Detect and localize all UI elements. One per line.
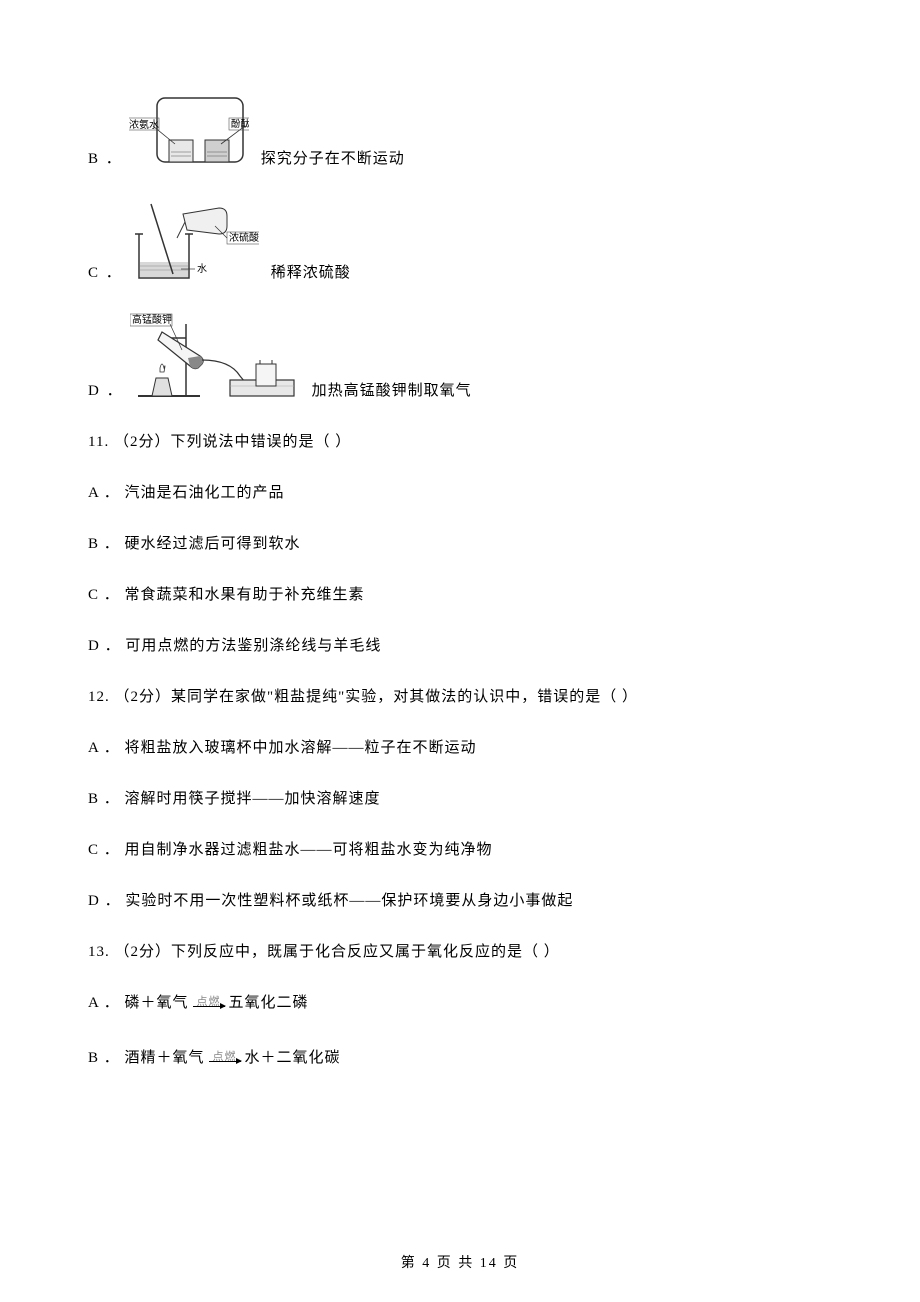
diagram-c-label-acid: 浓硫酸 (229, 231, 259, 244)
q11-option-b: B ． 硬水经过滤后可得到软水 (88, 532, 832, 553)
option-c-text: 稀释浓硫酸 (271, 261, 351, 282)
q12-option-c: C ． 用自制净水器过滤粗盐水——可将粗盐水变为纯净物 (88, 838, 832, 859)
q12-option-d: D ． 实验时不用一次性塑料杯或纸杯——保护环境要从身边小事做起 (88, 889, 832, 910)
option-d-block: D ． 高锰酸钾 (88, 310, 832, 400)
q11-option-a: A ． 汽油是石油化工的产品 (88, 481, 832, 502)
diagram-d-svg: 高锰酸钾 (130, 310, 300, 400)
option-c-diagram: 浓硫酸 水 (129, 196, 259, 282)
reaction-arrow-icon: 点燃 (209, 1052, 241, 1062)
q13-a-suffix: 五氧化二磷 (229, 991, 309, 1012)
svg-text:酚酞溶液: 酚酞溶液 (231, 118, 249, 130)
diagram-d-label-chem: 高锰酸钾 (132, 313, 172, 326)
q11-stem: 11. （2分）下列说法中错误的是（ ） (88, 430, 832, 451)
q13-option-b: B ． 酒精＋氧气 点燃 水＋二氧化碳 (88, 1046, 832, 1067)
option-c-letter: C ． (88, 261, 123, 282)
q13-b-suffix: 水＋二氧化碳 (245, 1046, 341, 1067)
reaction-arrow-icon: 点燃 (193, 997, 225, 1007)
option-b-diagram: 浓氨水 酚酞溶液 (129, 90, 249, 168)
option-b-block: B ． 浓氨水 酚酞溶液 探究分子在不断运动 (88, 90, 832, 168)
option-b-text: 探究分子在不断运动 (261, 147, 405, 168)
q12-option-b: B ． 溶解时用筷子搅拌——加快溶解速度 (88, 787, 832, 808)
q13-stem: 13. （2分）下列反应中，既属于化合反应又属于氧化反应的是（ ） (88, 940, 832, 961)
q12-stem: 12. （2分）某同学在家做"粗盐提纯"实验，对其做法的认识中，错误的是（ ） (88, 685, 832, 706)
diagram-b-label-left: 浓氨水 (129, 118, 159, 131)
option-c-block: C ． 浓硫酸 水 稀释浓硫酸 (88, 196, 832, 282)
diagram-c-label-water: 水 (197, 263, 207, 275)
page-footer: 第 4 页 共 14 页 (0, 1252, 920, 1272)
option-d-diagram: 高锰酸钾 (130, 310, 300, 400)
option-d-letter: D ． (88, 379, 124, 400)
q11-option-d: D ． 可用点燃的方法鉴别涤纶线与羊毛线 (88, 634, 832, 655)
q13-a-prefix: A ． 磷＋氧气 (88, 991, 189, 1012)
q13-option-a: A ． 磷＋氧气 点燃 五氧化二磷 (88, 991, 832, 1012)
diagram-b-svg: 浓氨水 酚酞溶液 (129, 90, 249, 168)
option-b-letter: B ． (88, 147, 123, 168)
option-d-text: 加热高锰酸钾制取氧气 (312, 379, 472, 400)
diagram-c-svg: 浓硫酸 水 (129, 196, 259, 282)
q13-b-prefix: B ． 酒精＋氧气 (88, 1046, 205, 1067)
q12-option-a: A ． 将粗盐放入玻璃杯中加水溶解——粒子在不断运动 (88, 736, 832, 757)
q11-option-c: C ． 常食蔬菜和水果有助于补充维生素 (88, 583, 832, 604)
